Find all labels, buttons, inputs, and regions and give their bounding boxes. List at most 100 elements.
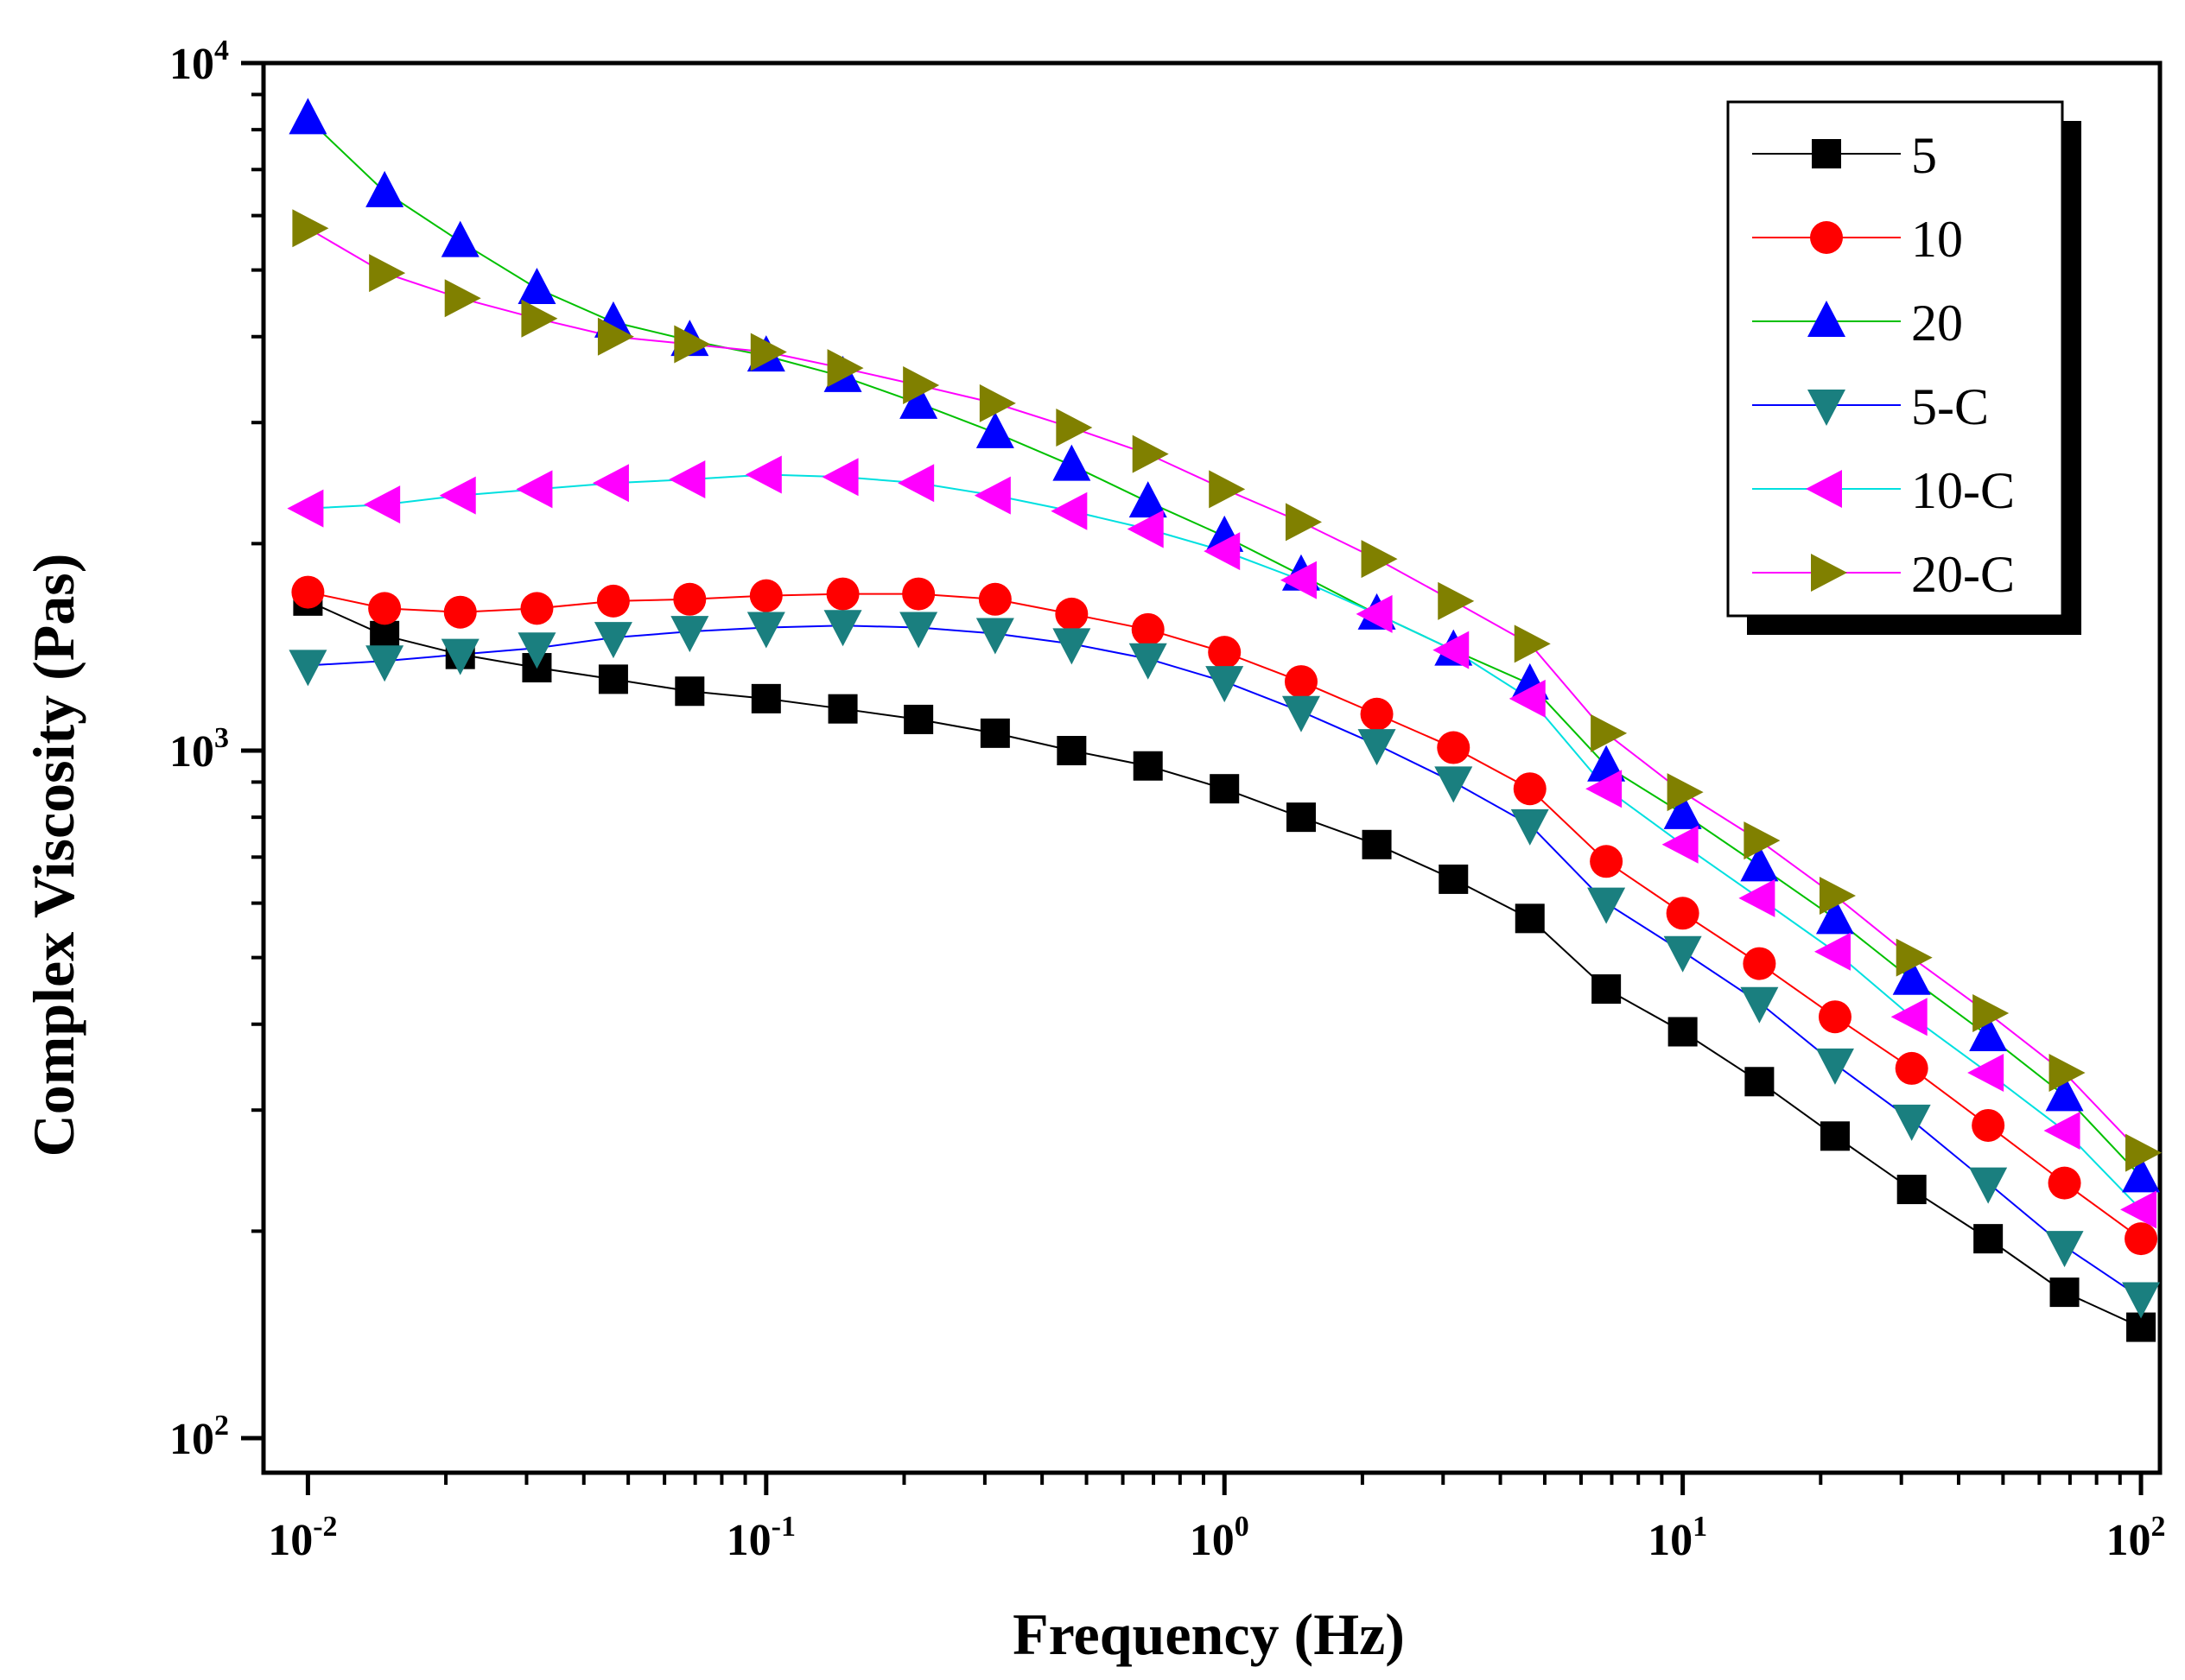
data-point bbox=[289, 98, 327, 135]
data-point bbox=[1815, 897, 1854, 935]
data-point bbox=[675, 676, 705, 707]
data-point bbox=[1667, 773, 1704, 812]
data-point bbox=[2125, 1222, 2158, 1256]
data-point bbox=[1666, 897, 1699, 930]
data-point bbox=[1128, 481, 1167, 518]
data-point bbox=[1818, 1000, 1852, 1034]
data-point bbox=[2049, 1277, 2080, 1308]
data-point bbox=[975, 411, 1014, 448]
data-point bbox=[2120, 1190, 2157, 1229]
data-point bbox=[291, 575, 325, 609]
data-point bbox=[289, 650, 327, 687]
data-point bbox=[1432, 631, 1470, 669]
legend-marker bbox=[1806, 470, 1842, 508]
series-10-points bbox=[291, 575, 2158, 1256]
data-point bbox=[1969, 1167, 2008, 1204]
data-point bbox=[1360, 697, 1394, 731]
data-point bbox=[1585, 770, 1623, 808]
x-axis-label: Frequency (Hz) bbox=[1013, 1601, 1405, 1667]
data-point bbox=[1204, 532, 1241, 571]
data-point bbox=[1587, 887, 1626, 924]
data-point bbox=[1820, 1121, 1850, 1151]
data-point bbox=[1281, 695, 1320, 732]
series-10-C-points bbox=[287, 455, 2157, 1229]
data-point bbox=[1815, 1048, 1854, 1085]
data-point bbox=[1740, 845, 1779, 882]
data-point bbox=[1051, 491, 1088, 530]
data-point bbox=[1357, 729, 1396, 766]
legend-label: 5-C bbox=[1911, 378, 1989, 435]
data-point bbox=[674, 325, 711, 364]
data-point bbox=[2043, 1112, 2080, 1151]
data-point bbox=[441, 638, 480, 675]
data-point bbox=[1057, 736, 1087, 765]
data-point bbox=[980, 718, 1010, 748]
data-point bbox=[1286, 802, 1316, 833]
legend-marker bbox=[1807, 301, 1845, 337]
series-markers bbox=[287, 98, 2163, 1342]
plot-border bbox=[261, 60, 2163, 1475]
data-point bbox=[1591, 713, 1628, 752]
data-point bbox=[1587, 745, 1626, 782]
data-point bbox=[828, 694, 858, 724]
legend-marker bbox=[1811, 554, 1847, 592]
data-point bbox=[979, 384, 1016, 422]
data-point bbox=[1972, 994, 2010, 1033]
data-point bbox=[1210, 774, 1240, 804]
data-point bbox=[1663, 935, 1702, 973]
y-tick-label: 102 bbox=[169, 1410, 229, 1464]
data-point bbox=[1208, 636, 1242, 669]
data-point bbox=[594, 622, 632, 659]
data-point bbox=[368, 592, 402, 625]
data-point bbox=[1131, 612, 1165, 646]
data-point bbox=[370, 620, 400, 650]
data-point bbox=[1509, 679, 1546, 718]
data-point bbox=[1056, 409, 1093, 447]
data-point bbox=[903, 365, 940, 404]
data-point bbox=[2122, 1282, 2161, 1319]
legend-marker bbox=[1810, 221, 1843, 254]
data-point bbox=[673, 582, 707, 616]
legend-label: 5 bbox=[1911, 127, 1937, 184]
data-point bbox=[749, 579, 783, 612]
legend-label: 20 bbox=[1911, 295, 1963, 352]
data-point bbox=[1591, 974, 1622, 1005]
series-20-C-points bbox=[292, 209, 2163, 1172]
data-point bbox=[823, 610, 862, 647]
data-point bbox=[1890, 998, 1928, 1037]
data-point bbox=[520, 592, 554, 625]
data-point bbox=[1514, 624, 1551, 663]
data-point bbox=[1967, 1053, 2004, 1092]
data-point bbox=[1132, 434, 1169, 473]
data-point bbox=[365, 645, 404, 682]
data-point bbox=[1819, 877, 1856, 916]
legend-label: 10 bbox=[1911, 211, 1963, 268]
data-point bbox=[1513, 772, 1547, 806]
data-point bbox=[1434, 766, 1473, 803]
data-point bbox=[746, 612, 785, 649]
data-point bbox=[1439, 864, 1469, 894]
data-point bbox=[441, 220, 480, 257]
data-point bbox=[1743, 947, 1776, 980]
data-point bbox=[1356, 594, 1393, 633]
data-point bbox=[364, 485, 401, 524]
data-point bbox=[2122, 1156, 2161, 1193]
x-tick-label: 101 bbox=[1648, 1511, 1707, 1565]
data-point bbox=[826, 577, 860, 611]
data-point bbox=[1280, 561, 1317, 599]
data-point bbox=[365, 170, 404, 207]
y-tick-label: 104 bbox=[169, 35, 229, 89]
data-point bbox=[1590, 845, 1623, 878]
data-point bbox=[1438, 581, 1475, 620]
data-point bbox=[750, 333, 787, 371]
data-point bbox=[596, 584, 630, 618]
data-point bbox=[978, 582, 1012, 616]
series-5-C-points bbox=[289, 610, 2161, 1319]
data-point bbox=[369, 254, 406, 293]
data-point bbox=[974, 476, 1011, 515]
data-point bbox=[2045, 1231, 2084, 1268]
data-point bbox=[1361, 540, 1398, 579]
data-point bbox=[1892, 958, 1931, 995]
plot-frame bbox=[261, 60, 2163, 1475]
data-point bbox=[518, 268, 556, 305]
